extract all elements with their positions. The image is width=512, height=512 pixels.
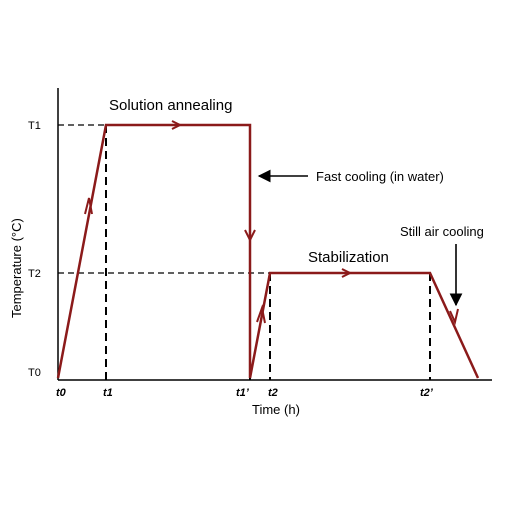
annealing-hold-arrow <box>171 120 183 130</box>
heat-treatment-curve <box>56 123 480 379</box>
quench-arrow <box>244 229 256 243</box>
air-cooling-arrow <box>449 308 459 326</box>
t0-time-label: t0 <box>56 387 67 399</box>
t1-prime-time-label: t1’ <box>236 387 250 399</box>
t2-time-label: t2 <box>268 387 278 399</box>
t0-level-label: T0 <box>28 367 41 379</box>
stabilization-hold-arrow <box>341 268 353 278</box>
stabilization-label: Stabilization <box>308 249 389 266</box>
solution-annealing-label: Solution annealing <box>109 97 232 114</box>
still-air-cooling-label: Still air cooling <box>400 224 484 239</box>
heating-arrow-2 <box>256 304 266 324</box>
t2-level-label: T2 <box>28 268 41 280</box>
t2-prime-time-label: t2’ <box>420 387 434 399</box>
curve-direction-arrows <box>84 120 459 326</box>
fast-cooling-label: Fast cooling (in water) <box>316 169 444 184</box>
t1-time-label: t1 <box>103 387 113 399</box>
x-axis-title: Time (h) <box>252 402 300 417</box>
heating-arrow-1 <box>84 197 93 215</box>
y-axis-title: Temperature (°C) <box>9 218 24 318</box>
t1-level-label: T1 <box>28 120 41 132</box>
